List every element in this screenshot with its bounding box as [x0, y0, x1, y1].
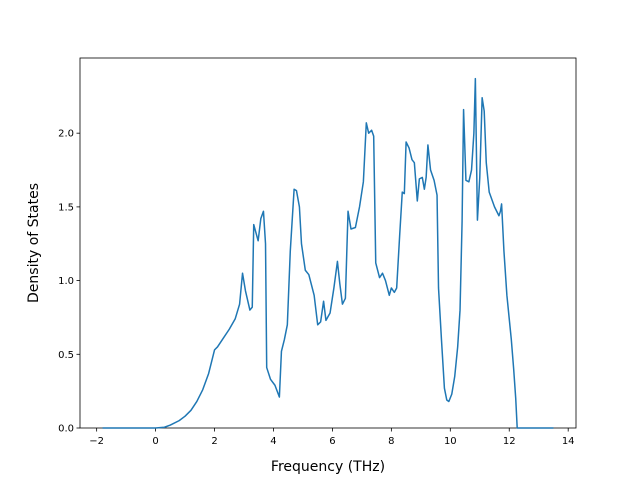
x-tick-label: 10 [444, 436, 457, 447]
x-tick-label: 14 [562, 436, 575, 447]
y-tick-label: 1.5 [58, 202, 74, 213]
y-tick-label: 0.0 [58, 424, 74, 435]
x-tick-label: 6 [329, 436, 335, 447]
x-tick-label: −2 [89, 436, 104, 447]
x-tick-label: 2 [211, 436, 217, 447]
y-tick-label: 1.0 [58, 276, 74, 287]
x-tick-label: 4 [270, 436, 276, 447]
x-tick-label: 12 [503, 436, 516, 447]
y-tick-label: 0.5 [58, 350, 74, 361]
plot-frame [79, 57, 577, 429]
y-axis-label: Density of States [26, 183, 42, 303]
dos-line [102, 77, 554, 429]
x-tick-label: 8 [388, 436, 394, 447]
y-tick-label: 2.0 [58, 129, 74, 140]
x-tick-label: 0 [152, 436, 158, 447]
x-axis-label: Frequency (THz) [271, 459, 385, 475]
